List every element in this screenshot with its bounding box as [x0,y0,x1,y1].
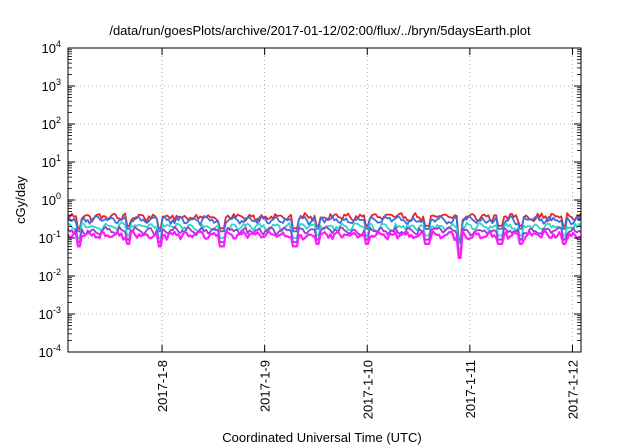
y-tick-label: 104 [42,39,61,56]
series-line-4 [67,225,582,255]
grid [68,48,581,352]
y-tick-label: 102 [42,115,61,132]
y-tick-exponent: 3 [56,77,61,87]
y-tick-exponent: -4 [53,343,61,353]
y-tick-base: 10 [42,41,56,56]
y-tick-exponent: -3 [53,305,61,315]
y-tick-base: 10 [39,307,53,322]
data-series [67,212,582,259]
x-tick-label: 2017-1-11 [463,360,478,418]
x-tick-label: 2017-1-8 [155,360,170,412]
y-tick-base: 10 [42,79,56,94]
chart-title: /data/run/goesPlots/archive/2017-01-12/0… [109,23,531,38]
y-tick-base: 10 [42,193,56,208]
y-tick-base: 10 [39,269,53,284]
series-line-5 [67,230,582,259]
series-line-1 [67,212,582,241]
series-line-3 [67,221,582,251]
y-tick-label: 10-4 [39,343,61,360]
y-tick-label: 101 [42,153,61,170]
y-tick-label: 103 [42,77,61,94]
y-tick-exponent: 2 [56,115,61,125]
y-tick-base: 10 [42,117,56,132]
y-tick-label: 10-3 [39,305,61,322]
x-tick-label: 2017-1-10 [360,360,375,419]
y-tick-exponent: 0 [56,191,61,201]
y-tick-base: 10 [42,155,56,170]
x-axis-label: Coordinated Universal Time (UTC) [222,430,421,445]
y-axis-label: cGy/day [13,176,28,224]
x-tick-label: 2017-1-12 [565,360,580,419]
y-tick-base: 10 [39,231,53,246]
x-tick-label: 2017-1-9 [258,360,273,412]
y-tick-label: 10-1 [39,229,61,246]
y-tick-exponent: 1 [56,153,61,163]
y-tick-exponent: -2 [53,267,61,277]
y-tick-label: 100 [42,191,61,208]
series-line-2 [67,214,582,244]
y-tick-exponent: -1 [53,229,61,239]
y-tick-label: 10-2 [39,267,61,284]
y-tick-exponent: 4 [56,39,61,49]
y-tick-base: 10 [39,345,53,360]
